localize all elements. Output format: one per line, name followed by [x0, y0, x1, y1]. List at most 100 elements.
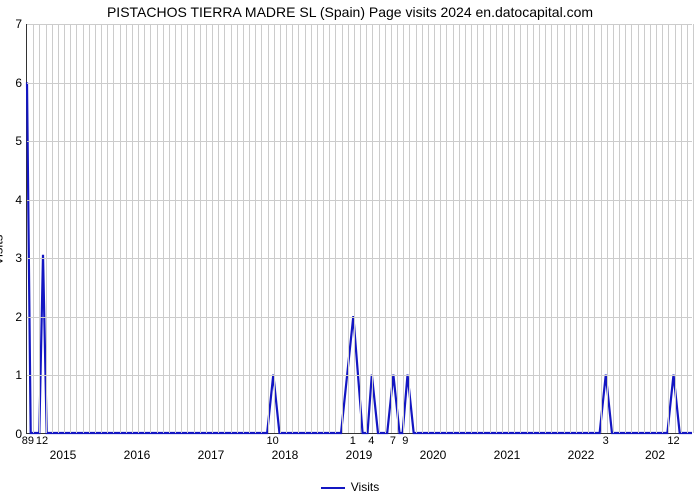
gridline-vertical [490, 24, 491, 433]
gridline-vertical [323, 24, 324, 433]
gridline-vertical [422, 24, 423, 433]
gridline-vertical [286, 24, 287, 433]
gridline-vertical [582, 24, 583, 433]
gridline-vertical [570, 24, 571, 433]
gridline-vertical [157, 24, 158, 433]
data-point-annotation: 1 [350, 435, 356, 447]
gridline-vertical [465, 24, 466, 433]
gridline-vertical [428, 24, 429, 433]
gridline-vertical [644, 24, 645, 433]
gridline-vertical [385, 24, 386, 433]
gridline-vertical [434, 24, 435, 433]
gridline-vertical [95, 24, 96, 433]
x-tick-label: 2018 [272, 448, 299, 462]
gridline-vertical [638, 24, 639, 433]
gridline-vertical [200, 24, 201, 433]
gridline-vertical [249, 24, 250, 433]
gridline-vertical [138, 24, 139, 433]
gridline-vertical [70, 24, 71, 433]
gridline-vertical [224, 24, 225, 433]
gridline-vertical [163, 24, 164, 433]
y-tick-label: 6 [4, 76, 22, 90]
gridline-vertical [477, 24, 478, 433]
gridline-vertical [311, 24, 312, 433]
gridline-vertical [120, 24, 121, 433]
gridline-vertical [656, 24, 657, 433]
gridline-vertical [335, 24, 336, 433]
gridline-vertical [212, 24, 213, 433]
gridline-vertical [144, 24, 145, 433]
gridline-vertical [625, 24, 626, 433]
y-tick-label: 5 [4, 134, 22, 148]
gridline-vertical [101, 24, 102, 433]
gridline-vertical [440, 24, 441, 433]
gridline-vertical [64, 24, 65, 433]
x-tick-label: 2016 [124, 448, 151, 462]
gridline-vertical [354, 24, 355, 433]
gridline-vertical [471, 24, 472, 433]
legend-label: Visits [351, 480, 379, 494]
data-point-annotation: 4 [368, 435, 374, 447]
gridline-vertical [662, 24, 663, 433]
gridline-vertical [631, 24, 632, 433]
gridline-vertical [175, 24, 176, 433]
gridline-vertical [409, 24, 410, 433]
x-tick-label: 2019 [346, 448, 373, 462]
gridline-vertical [39, 24, 40, 433]
gridline-vertical [533, 24, 534, 433]
gridline-vertical [668, 24, 669, 433]
y-tick-label: 7 [4, 17, 22, 31]
gridline-vertical [527, 24, 528, 433]
chart-container: PISTACHOS TIERRA MADRE SL (Spain) Page v… [0, 0, 700, 500]
gridline-vertical [453, 24, 454, 433]
gridline-vertical [292, 24, 293, 433]
gridline-vertical [317, 24, 318, 433]
legend-swatch [321, 487, 345, 489]
gridline-vertical [187, 24, 188, 433]
data-point-annotation: 10 [267, 435, 279, 447]
gridline-vertical [545, 24, 546, 433]
gridline-vertical [650, 24, 651, 433]
gridline-vertical [397, 24, 398, 433]
y-tick-label: 0 [4, 427, 22, 441]
gridline-vertical [348, 24, 349, 433]
gridline-vertical [588, 24, 589, 433]
data-point-annotation: 12 [667, 435, 679, 447]
gridline-vertical [379, 24, 380, 433]
gridline-vertical [416, 24, 417, 433]
gridline-vertical [132, 24, 133, 433]
gridline-vertical [342, 24, 343, 433]
x-tick-label: 202 [645, 448, 665, 462]
gridline-vertical [261, 24, 262, 433]
gridline-vertical [459, 24, 460, 433]
gridline-vertical [231, 24, 232, 433]
gridline-vertical [237, 24, 238, 433]
gridline-vertical [268, 24, 269, 433]
y-tick-label: 4 [4, 193, 22, 207]
gridline-vertical [298, 24, 299, 433]
gridline-vertical [520, 24, 521, 433]
data-point-annotation: 12 [36, 435, 48, 447]
gridline-vertical [619, 24, 620, 433]
gridline-vertical [76, 24, 77, 433]
gridline-vertical [594, 24, 595, 433]
y-tick-label: 2 [4, 310, 22, 324]
gridline-vertical [508, 24, 509, 433]
gridline-vertical [206, 24, 207, 433]
gridline-vertical [107, 24, 108, 433]
gridline-vertical [366, 24, 367, 433]
gridline-vertical [126, 24, 127, 433]
gridline-vertical [613, 24, 614, 433]
gridline-vertical [58, 24, 59, 433]
gridline-vertical [687, 24, 688, 433]
y-tick-label: 1 [4, 368, 22, 382]
gridline-vertical [557, 24, 558, 433]
gridline-vertical [693, 24, 694, 433]
gridline-vertical [83, 24, 84, 433]
gridline-vertical [181, 24, 182, 433]
x-tick-label: 2015 [50, 448, 77, 462]
legend: Visits [0, 480, 700, 494]
gridline-vertical [113, 24, 114, 433]
gridline-vertical [274, 24, 275, 433]
gridline-vertical [576, 24, 577, 433]
